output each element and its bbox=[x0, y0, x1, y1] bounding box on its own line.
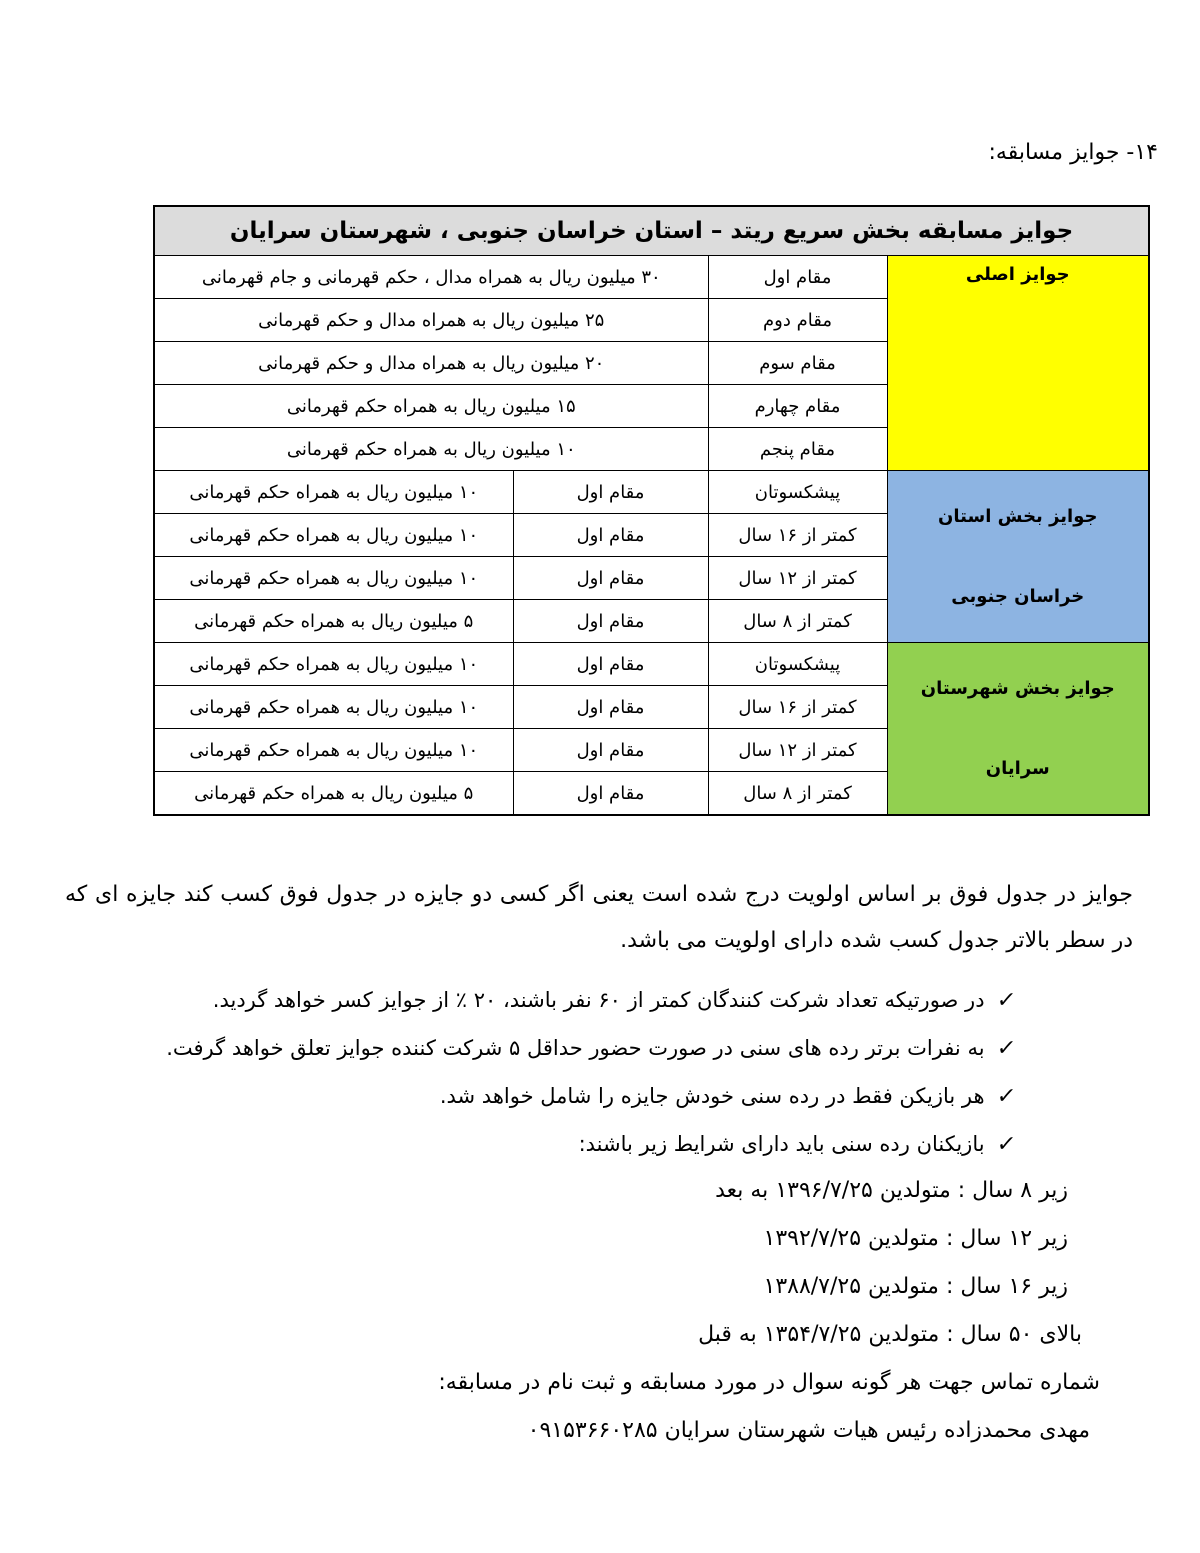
rule-item: ✓ هر بازیکن فقط در رده سنی خودش جایزه را … bbox=[439, 1084, 1017, 1109]
rank-cell: مقام اول bbox=[512, 771, 709, 816]
prize-cell: ۲۰ میلیون ریال به همراه مدال و حکم قهرما… bbox=[153, 341, 709, 385]
table-row: کمتر از ۱۶ سال مقام اول ۱۰ میلیون ریال ب… bbox=[153, 685, 1149, 729]
rank-cell: مقام اول bbox=[512, 470, 709, 514]
check-icon: ✓ bbox=[994, 1084, 1017, 1109]
category-cell: کمتر از ۱۶ سال bbox=[707, 513, 888, 557]
contact-intro: شماره تماس جهت هر گونه سوال در مورد مساب… bbox=[438, 1370, 1100, 1395]
rank-cell: مقام اول bbox=[512, 556, 709, 600]
rank-cell: مقام سوم bbox=[707, 341, 888, 385]
category-cell: پیشکسوتان bbox=[707, 470, 888, 514]
table-row: کمتر از ۸ سال مقام اول ۵ میلیون ریال به … bbox=[153, 599, 1149, 643]
rank-cell: مقام اول bbox=[512, 642, 709, 686]
rule-item: ✓ بازیکنان رده سنی باید دارای شرایط زیر ب… bbox=[578, 1132, 1017, 1157]
rule-text: در صورتیکه تعداد شرکت کنندگان کمتر از ۶۰… bbox=[212, 988, 985, 1012]
section-label-county: جوایز بخش شهرستان سرایان bbox=[886, 642, 1150, 816]
section-label-line: سرایان bbox=[985, 757, 1050, 779]
rule-text: بازیکنان رده سنی باید دارای شرایط زیر با… bbox=[578, 1132, 985, 1156]
table-row: جوایز بخش شهرستان سرایان پیشکسوتان مقام … bbox=[153, 642, 1150, 816]
section-label-province: جوایز بخش استان خراسان جنوبی bbox=[886, 470, 1150, 643]
table-row: مقام سوم ۲۰ میلیون ریال به همراه مدال و … bbox=[153, 341, 1149, 385]
prize-cell: ۵ میلیون ریال به همراه حکم قهرمانی bbox=[153, 599, 514, 643]
prize-cell: ۱۰ میلیون ریال به همراه حکم قهرمانی bbox=[153, 728, 514, 772]
age-condition: زیر ۸ سال : متولدین ۱۳۹۶/۷/۲۵ به بعد bbox=[715, 1178, 1068, 1203]
rule-item: ✓ در صورتیکه تعداد شرکت کنندگان کمتر از ۶… bbox=[212, 988, 1017, 1013]
prize-cell: ۱۰ میلیون ریال به همراه حکم قهرمانی bbox=[153, 427, 709, 471]
rank-cell: مقام دوم bbox=[707, 298, 888, 342]
section-label-line: جوایز بخش استان bbox=[938, 505, 1098, 527]
rank-cell: مقام اول bbox=[512, 728, 709, 772]
age-condition: زیر ۱۲ سال : متولدین ۱۳۹۲/۷/۲۵ bbox=[763, 1226, 1069, 1251]
table-row: مقام پنجم ۱۰ میلیون ریال به همراه حکم قه… bbox=[153, 427, 1149, 471]
section-label-line: جوایز بخش شهرستان bbox=[920, 677, 1115, 699]
rank-cell: مقام اول bbox=[707, 255, 888, 299]
prize-cell: ۱۵ میلیون ریال به همراه حکم قهرمانی bbox=[153, 384, 709, 428]
category-cell: کمتر از ۱۶ سال bbox=[707, 685, 888, 729]
category-cell: کمتر از ۸ سال bbox=[707, 771, 888, 816]
check-icon: ✓ bbox=[994, 1132, 1017, 1157]
contact-person: مهدی محمدزاده رئیس هیات شهرستان سرایان ۰… bbox=[527, 1418, 1090, 1443]
page-heading: ۱۴- جوایز مسابقه: bbox=[988, 140, 1158, 165]
table-row: کمتر از ۱۲ سال مقام اول ۱۰ میلیون ریال ب… bbox=[153, 728, 1149, 772]
rank-cell: مقام اول bbox=[512, 685, 709, 729]
rule-text: به نفرات برتر رده های سنی در صورت حضور ح… bbox=[166, 1036, 985, 1060]
table-row: کمتر از ۸ سال مقام اول ۵ میلیون ریال به … bbox=[153, 771, 1149, 816]
prize-table: جوایز مسابقه بخش سریع ریتد – استان خراسا… bbox=[153, 205, 1150, 816]
table-row: جوایز اصلی مقام اول ۳۰ میلیون ریال به هم… bbox=[153, 255, 1150, 471]
prize-cell: ۱۰ میلیون ریال به همراه حکم قهرمانی bbox=[153, 513, 514, 557]
section-label-main: جوایز اصلی bbox=[886, 255, 1150, 471]
table-row: مقام دوم ۲۵ میلیون ریال به همراه مدال و … bbox=[153, 298, 1149, 342]
table-row: کمتر از ۱۲ سال مقام اول ۱۰ میلیون ریال ب… bbox=[153, 556, 1149, 600]
rule-item: ✓ به نفرات برتر رده های سنی در صورت حضور … bbox=[166, 1036, 1017, 1061]
rank-cell: مقام اول bbox=[512, 513, 709, 557]
prize-cell: ۱۰ میلیون ریال به همراه حکم قهرمانی bbox=[153, 556, 514, 600]
table-row: جوایز بخش استان خراسان جنوبی پیشکسوتان م… bbox=[153, 470, 1150, 643]
prize-cell: ۲۵ میلیون ریال به همراه مدال و حکم قهرما… bbox=[153, 298, 709, 342]
prize-cell: ۳۰ میلیون ریال به همراه مدال ، حکم قهرما… bbox=[153, 255, 709, 299]
prize-cell: ۱۰ میلیون ریال به همراه حکم قهرمانی bbox=[153, 685, 514, 729]
table-title: جوایز مسابقه بخش سریع ریتد – استان خراسا… bbox=[153, 205, 1150, 256]
table-row: کمتر از ۱۶ سال مقام اول ۱۰ میلیون ریال ب… bbox=[153, 513, 1149, 557]
age-condition: بالای ۵۰ سال : متولدین ۱۳۵۴/۷/۲۵ به قبل bbox=[698, 1322, 1082, 1347]
prize-cell: ۱۰ میلیون ریال به همراه حکم قهرمانی bbox=[153, 642, 514, 686]
check-icon: ✓ bbox=[994, 988, 1017, 1013]
prize-cell: ۵ میلیون ریال به همراه حکم قهرمانی bbox=[153, 771, 514, 816]
rank-cell: مقام پنجم bbox=[707, 427, 888, 471]
check-icon: ✓ bbox=[994, 1036, 1017, 1061]
age-condition: زیر ۱۶ سال : متولدین ۱۳۸۸/۷/۲۵ bbox=[763, 1274, 1069, 1299]
category-cell: پیشکسوتان bbox=[707, 642, 888, 686]
rule-text: هر بازیکن فقط در رده سنی خودش جایزه را ش… bbox=[439, 1084, 985, 1108]
category-cell: کمتر از ۱۲ سال bbox=[707, 728, 888, 772]
rank-cell: مقام چهارم bbox=[707, 384, 888, 428]
prize-cell: ۱۰ میلیون ریال به همراه حکم قهرمانی bbox=[153, 470, 514, 514]
rank-cell: مقام اول bbox=[512, 599, 709, 643]
priority-paragraph: جوایز در جدول فوق بر اساس اولویت درج شده… bbox=[65, 882, 1133, 953]
table-row: مقام چهارم ۱۵ میلیون ریال به همراه حکم ق… bbox=[153, 384, 1149, 428]
category-cell: کمتر از ۱۲ سال bbox=[707, 556, 888, 600]
category-cell: کمتر از ۸ سال bbox=[707, 599, 888, 643]
table-title-row: جوایز مسابقه بخش سریع ریتد – استان خراسا… bbox=[153, 205, 1150, 256]
section-label-line: خراسان جنوبی bbox=[951, 585, 1085, 607]
